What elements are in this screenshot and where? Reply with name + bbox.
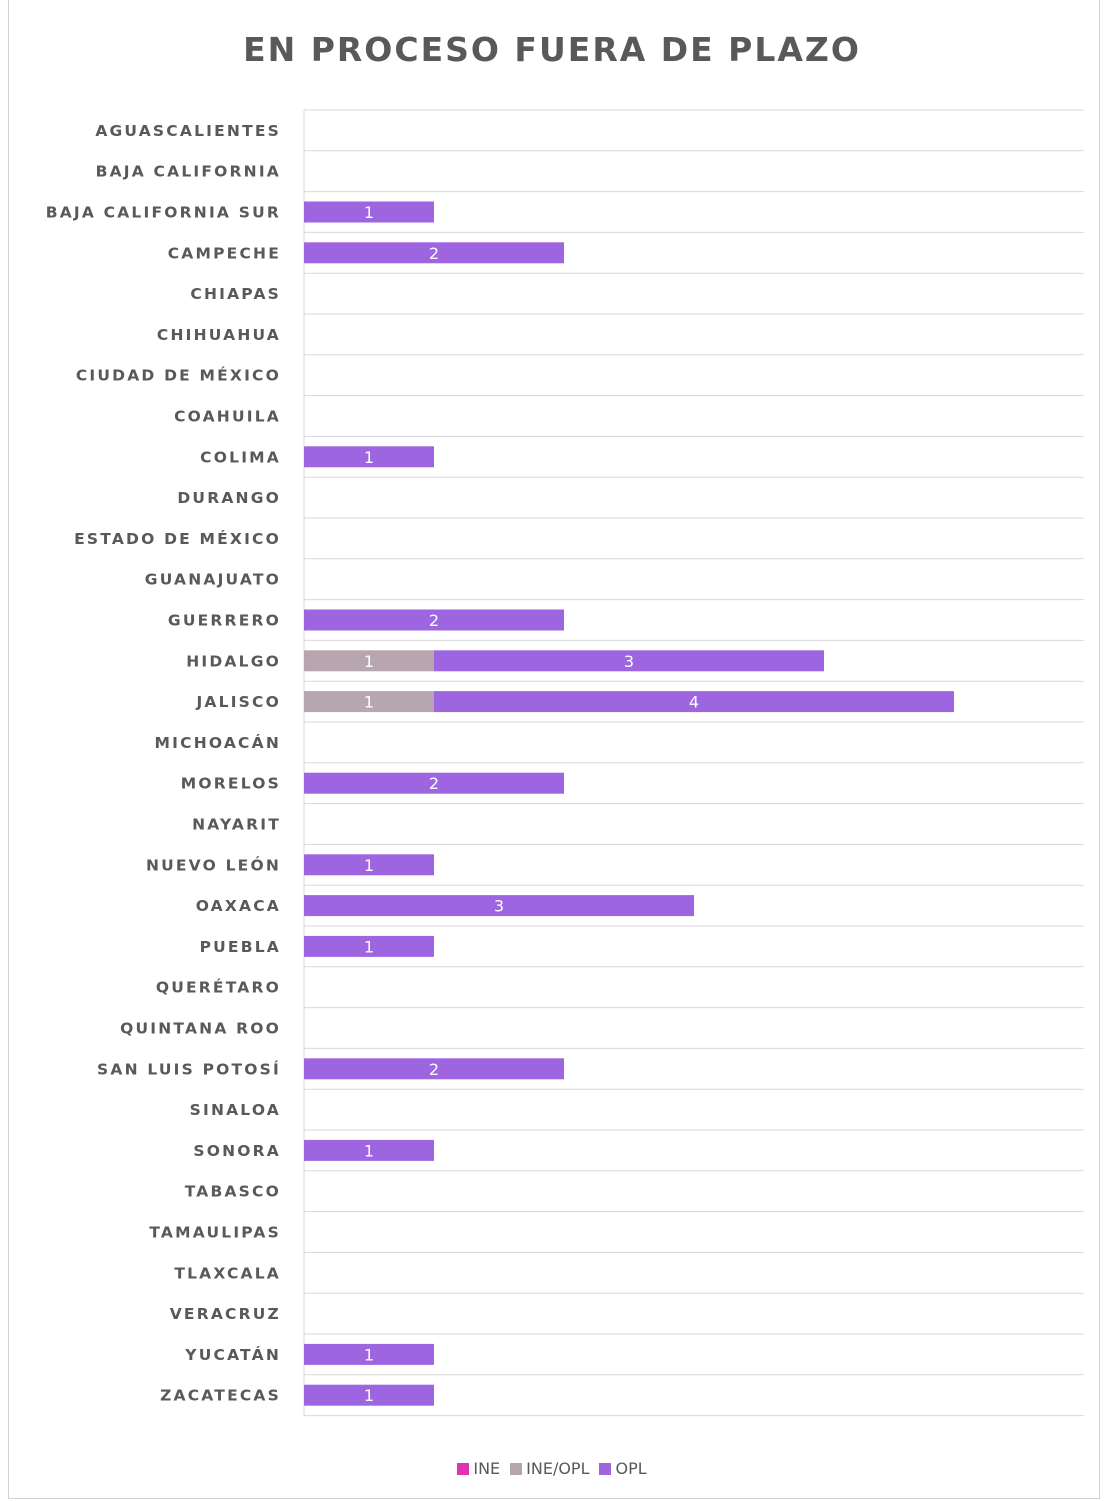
bar-opl — [304, 446, 434, 468]
data-label: 1 — [364, 652, 374, 671]
bar-opl — [304, 1343, 434, 1365]
category-label: TLAXCALA — [174, 1264, 281, 1282]
category-label: MORELOS — [181, 775, 281, 793]
chart-title: EN PROCESO FUERA DE PLAZO — [243, 30, 861, 69]
bar-ine-opl — [304, 650, 434, 672]
bar-opl — [304, 242, 564, 264]
data-label: 2 — [429, 244, 439, 263]
legend-item: INE — [457, 1459, 500, 1478]
category-label: ESTADO DE MÉXICO — [74, 529, 281, 548]
data-label: 1 — [364, 1141, 374, 1160]
bar-opl — [304, 895, 694, 917]
bar-opl — [304, 1139, 434, 1161]
category-label: BAJA CALIFORNIA — [96, 163, 281, 181]
data-label: 3 — [624, 652, 634, 671]
category-label: SAN LUIS POTOSÍ — [97, 1059, 281, 1078]
category-label: HIDALGO — [186, 652, 281, 670]
bar-opl — [304, 1384, 434, 1406]
data-label: 2 — [429, 774, 439, 793]
category-label: COLIMA — [200, 448, 281, 466]
legend-item: OPL — [599, 1459, 647, 1478]
category-label: SONORA — [193, 1142, 281, 1160]
category-label: DURANGO — [177, 489, 281, 507]
category-label: QUINTANA ROO — [120, 1020, 281, 1038]
bar-ine-opl — [304, 691, 434, 713]
data-label: 4 — [689, 693, 699, 712]
category-label: NUEVO LEÓN — [146, 855, 281, 874]
category-label: CHIHUAHUA — [157, 326, 281, 344]
category-label: YUCATÁN — [184, 1345, 281, 1364]
category-label: CIUDAD DE MÉXICO — [76, 366, 281, 385]
legend-swatch — [457, 1463, 470, 1475]
bar-opl — [304, 201, 434, 223]
data-label: 3 — [494, 897, 504, 916]
category-label: BAJA CALIFORNIA SUR — [46, 204, 281, 222]
category-label: PUEBLA — [200, 938, 281, 956]
legend-item: INE/OPL — [510, 1459, 589, 1478]
category-label: GUERRERO — [168, 612, 281, 630]
data-label: 1 — [364, 1386, 374, 1405]
category-label: COAHUILA — [174, 408, 281, 426]
category-label: VERACRUZ — [170, 1305, 281, 1323]
data-label: 2 — [429, 1060, 439, 1079]
data-label: 2 — [429, 611, 439, 630]
data-label: 1 — [364, 693, 374, 712]
bar-opl — [434, 691, 954, 713]
category-label: QUERÉTARO — [156, 978, 281, 997]
category-label: CAMPECHE — [168, 244, 281, 262]
data-label: 1 — [364, 937, 374, 956]
category-label: SINALOA — [190, 1101, 281, 1119]
category-label: GUANAJUATO — [145, 571, 281, 589]
data-label: 1 — [364, 448, 374, 467]
category-label: TAMAULIPAS — [149, 1224, 281, 1242]
legend-label: INE — [473, 1459, 501, 1478]
category-label: CHIAPAS — [190, 285, 281, 303]
category-label: JALISCO — [195, 693, 281, 711]
category-label: OAXACA — [196, 897, 281, 915]
data-label: 1 — [364, 203, 374, 222]
category-label: ZACATECAS — [160, 1387, 281, 1405]
data-label: 1 — [364, 856, 374, 875]
data-label: 1 — [364, 1345, 374, 1364]
category-label: AGUASCALIENTES — [95, 122, 281, 140]
bar-opl — [434, 650, 824, 672]
legend-label: OPL — [615, 1459, 647, 1478]
legend-swatch — [510, 1463, 523, 1475]
legend-swatch — [599, 1463, 612, 1475]
bar-opl — [304, 772, 564, 794]
bar-opl — [304, 609, 564, 631]
legend-label: INE/OPL — [526, 1459, 590, 1478]
bar-opl — [304, 854, 434, 876]
category-label: NAYARIT — [192, 816, 281, 834]
chart-legend: INE INE/OPL OPL — [0, 1459, 1104, 1478]
category-label: TABASCO — [185, 1183, 281, 1201]
bar-opl — [304, 935, 434, 957]
bar-opl — [304, 1058, 564, 1080]
category-label: MICHOACÁN — [155, 733, 281, 752]
